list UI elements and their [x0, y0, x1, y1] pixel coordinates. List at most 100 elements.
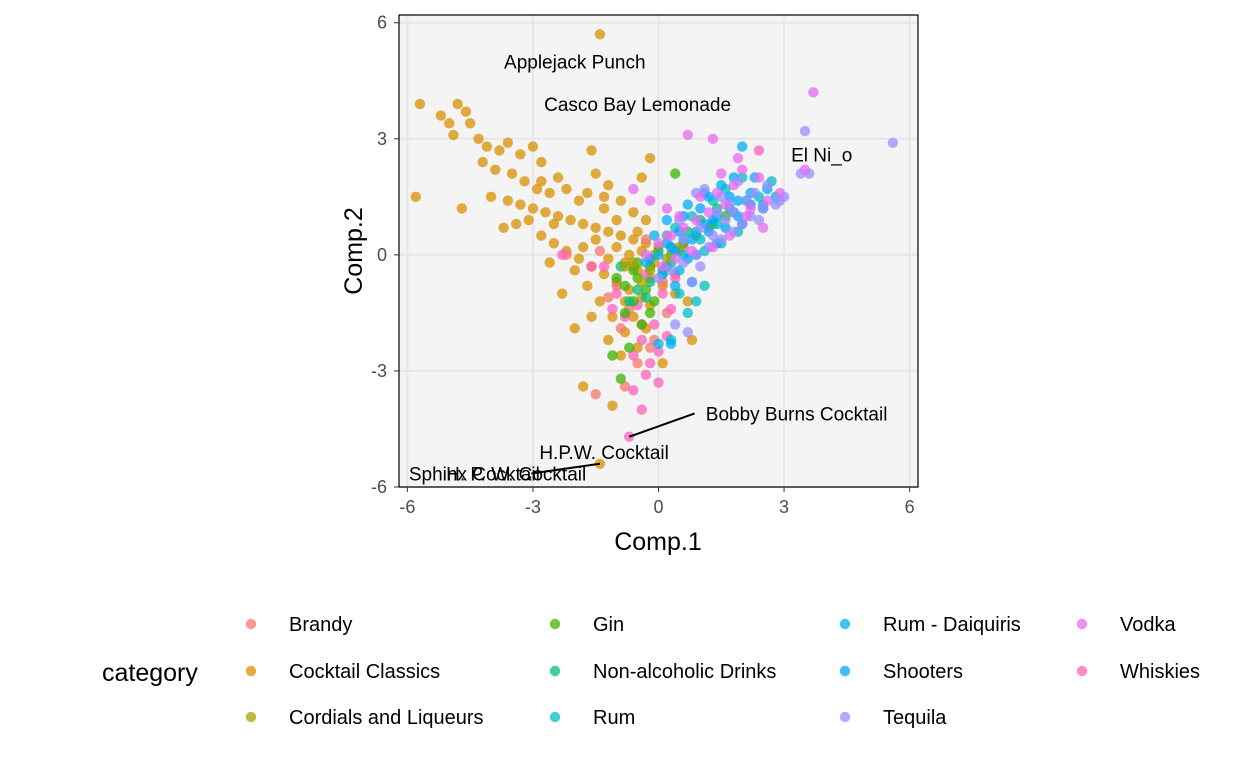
data-point: [682, 307, 693, 319]
data-point: [649, 319, 660, 330]
legend-title: category: [102, 659, 198, 687]
data-point: [670, 168, 681, 179]
data-point: [678, 222, 689, 233]
data-point: [653, 346, 664, 357]
legend-key: [549, 618, 561, 630]
data-point: [598, 261, 610, 272]
data-point: [682, 296, 693, 307]
data-point: [603, 180, 614, 191]
data-point: [607, 400, 618, 411]
data-point: [569, 265, 580, 276]
data-point: [640, 214, 652, 226]
data-point: [636, 172, 647, 183]
data-point: [598, 203, 610, 214]
legend-item: Gin: [549, 614, 624, 636]
data-point: [594, 29, 606, 40]
data-point: [557, 288, 568, 299]
point-label: H.P.W. Cocktail: [539, 443, 669, 464]
data-point: [632, 357, 643, 369]
legend-label: Gin: [593, 614, 624, 636]
point-label: Sphinx Cocktail: [409, 464, 540, 485]
data-point: [799, 164, 811, 175]
data-point: [762, 195, 773, 206]
data-point: [670, 280, 681, 292]
legend-label: Shooters: [883, 661, 963, 683]
data-point: [519, 176, 530, 187]
data-point: [644, 276, 656, 288]
data-point: [603, 226, 614, 237]
data-point: [540, 207, 551, 218]
legend-item: Shooters: [839, 661, 963, 683]
series-cordials-and-liqueurs: [619, 241, 685, 288]
data-point: [674, 265, 685, 276]
data-point: [611, 214, 622, 226]
data-point: [582, 187, 593, 199]
data-point: [523, 214, 534, 226]
data-point: [644, 307, 656, 319]
data-point: [548, 218, 560, 230]
legend-key: [1076, 665, 1088, 677]
data-point: [682, 327, 693, 338]
data-point: [456, 203, 467, 214]
data-point: [665, 230, 677, 241]
data-point: [682, 199, 693, 210]
data-point: [628, 265, 639, 276]
legend-label: Rum: [593, 707, 635, 729]
data-point: [615, 373, 627, 384]
data-point: [644, 195, 656, 206]
data-point: [711, 187, 723, 199]
legend-label: Tequila: [883, 707, 947, 729]
data-point: [678, 257, 689, 268]
data-point: [753, 214, 765, 226]
data-point: [757, 203, 769, 214]
data-point: [510, 218, 522, 230]
data-point: [628, 350, 639, 361]
data-point: [653, 238, 664, 249]
data-point: [695, 234, 706, 245]
data-point: [594, 296, 606, 307]
data-point: [464, 118, 476, 129]
data-point: [410, 191, 421, 203]
data-point: [640, 369, 652, 381]
data-point: [611, 288, 622, 299]
data-point: [632, 284, 643, 295]
data-point: [686, 234, 698, 245]
data-point: [644, 357, 656, 369]
legend-item: Whiskies: [1076, 661, 1200, 683]
data-point: [460, 106, 472, 117]
data-point: [653, 377, 664, 388]
data-point: [636, 334, 647, 346]
legend-key: [549, 665, 561, 677]
legend: Brandy Cocktail Classics Cordials and Liqu…: [245, 614, 1200, 729]
data-point: [577, 381, 589, 392]
data-point: [686, 276, 698, 288]
data-point: [699, 183, 710, 195]
data-point: [573, 195, 585, 206]
data-point: [686, 245, 698, 257]
data-point: [531, 183, 543, 195]
point-label: H. P. W. Cocktail: [446, 464, 586, 485]
data-point: [485, 191, 497, 203]
data-point: [707, 230, 719, 241]
data-point: [536, 156, 547, 168]
data-point: [661, 203, 673, 214]
data-point: [628, 311, 639, 322]
data-point: [615, 230, 627, 241]
data-point: [502, 137, 514, 148]
data-point: [728, 207, 740, 218]
y-tick-label: 0: [377, 245, 387, 265]
data-point: [703, 207, 714, 218]
data-point: [603, 292, 614, 303]
legend-key: [245, 618, 257, 630]
data-point: [711, 207, 723, 218]
y-tick-label: 6: [377, 13, 387, 33]
data-point: [565, 214, 576, 226]
x-axis-ticks: -6 -3 0 3 6: [399, 487, 915, 517]
data-point: [590, 222, 601, 233]
legend-key: [839, 665, 851, 677]
data-point: [757, 222, 769, 233]
data-point: [435, 110, 447, 121]
data-point: [603, 253, 614, 264]
data-point: [615, 350, 627, 361]
